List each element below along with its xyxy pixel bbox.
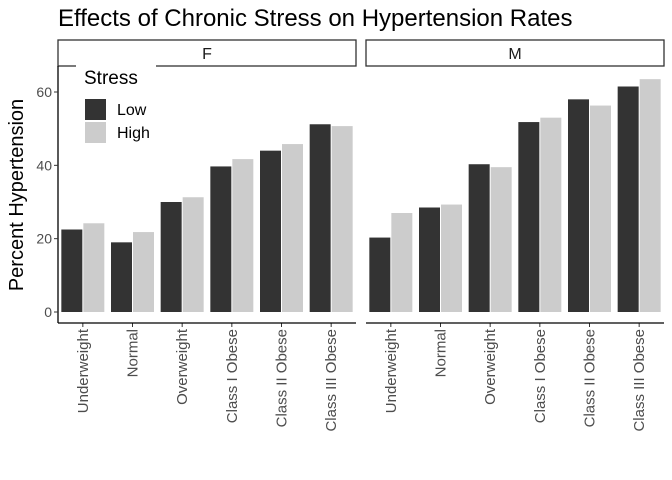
y-tick-label-3: 60 bbox=[36, 84, 52, 100]
bar-F-high-1 bbox=[133, 232, 154, 312]
legend-title: Stress bbox=[84, 68, 138, 89]
x-tick-label-0-2: Overweight bbox=[174, 328, 191, 405]
bar-M-high-2 bbox=[490, 167, 512, 312]
x-tick-label-0-3: Class I Obese bbox=[224, 329, 241, 423]
legend-key-high bbox=[85, 122, 106, 143]
bar-M-low-2 bbox=[468, 164, 490, 312]
x-tick-label-1-1: Normal bbox=[433, 329, 450, 377]
y-tick-label-1: 20 bbox=[36, 231, 52, 247]
bar-M-high-0 bbox=[391, 213, 413, 312]
x-tick-label-0-1: Normal bbox=[125, 329, 142, 377]
bar-M-low-3 bbox=[518, 122, 540, 312]
bar-M-high-5 bbox=[639, 79, 661, 313]
bar-F-high-0 bbox=[83, 223, 105, 312]
x-tick-label-1-5: Class III Obese bbox=[631, 329, 648, 432]
bar-F-low-1 bbox=[111, 242, 132, 312]
x-tick-label-0-0: Underweight bbox=[75, 328, 92, 413]
bar-M-low-0 bbox=[369, 237, 391, 312]
bar-M-high-1 bbox=[441, 204, 462, 312]
y-tick-label-0: 0 bbox=[44, 304, 52, 320]
legend-label-low: Low bbox=[117, 102, 147, 119]
bar-F-low-4 bbox=[260, 150, 281, 312]
bar-M-low-1 bbox=[419, 207, 440, 312]
x-tick-label-0-4: Class II Obese bbox=[274, 329, 291, 427]
bar-M-high-3 bbox=[540, 117, 562, 313]
bar-F-low-3 bbox=[210, 166, 232, 312]
bar-M-low-4 bbox=[568, 99, 589, 312]
legend-label-high: High bbox=[117, 125, 150, 142]
bar-F-high-4 bbox=[282, 144, 303, 312]
x-tick-label-1-4: Class II Obese bbox=[582, 329, 599, 427]
facet-strip-0 bbox=[57, 39, 357, 67]
bar-M-high-4 bbox=[590, 105, 611, 312]
legend: Stress Low High bbox=[76, 64, 156, 154]
facet-panels: F Underweight Normal Overweight Class I Obes… bbox=[36, 39, 665, 432]
bar-F-high-5 bbox=[331, 126, 353, 312]
bar-F-low-0 bbox=[61, 229, 83, 312]
bar-F-high-2 bbox=[182, 197, 204, 312]
bar-F-low-5 bbox=[309, 124, 331, 313]
y-tick-label-2: 40 bbox=[36, 157, 52, 173]
x-tick-label-1-2: Overweight bbox=[482, 328, 499, 405]
x-tick-label-1-0: Underweight bbox=[383, 328, 400, 413]
facet-strip-1 bbox=[365, 39, 665, 67]
legend-key-low bbox=[85, 99, 106, 120]
chart-title: Effects of Chronic Stress on Hypertensio… bbox=[58, 5, 572, 32]
x-tick-label-1-3: Class I Obese bbox=[532, 329, 549, 423]
facet-label-1: M bbox=[508, 46, 521, 63]
y-axis-label: Percent Hypertension bbox=[6, 99, 28, 291]
bar-F-high-3 bbox=[232, 159, 254, 312]
bar-F-low-2 bbox=[160, 202, 182, 312]
bar-M-low-5 bbox=[617, 86, 639, 312]
x-tick-label-0-5: Class III Obese bbox=[323, 329, 340, 432]
facet-label-0: F bbox=[202, 46, 212, 63]
